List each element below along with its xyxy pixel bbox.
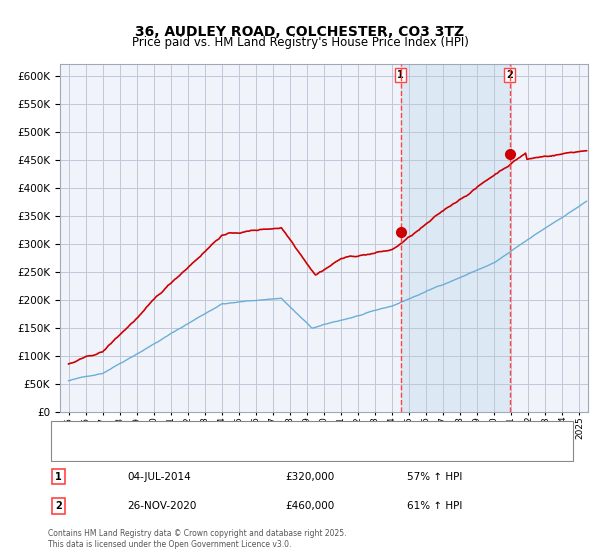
- Text: Contains HM Land Registry data © Crown copyright and database right 2025.
This d: Contains HM Land Registry data © Crown c…: [48, 529, 347, 549]
- FancyBboxPatch shape: [50, 421, 574, 461]
- Text: 2: 2: [55, 501, 62, 511]
- Text: 36, AUDLEY ROAD, COLCHESTER, CO3 3TZ (semi-detached house): 36, AUDLEY ROAD, COLCHESTER, CO3 3TZ (se…: [95, 426, 421, 436]
- Text: £460,000: £460,000: [286, 501, 335, 511]
- Text: Price paid vs. HM Land Registry's House Price Index (HPI): Price paid vs. HM Land Registry's House …: [131, 36, 469, 49]
- Text: HPI: Average price, semi-detached house, Colchester: HPI: Average price, semi-detached house,…: [95, 446, 355, 456]
- Text: 26-NOV-2020: 26-NOV-2020: [127, 501, 197, 511]
- Text: £320,000: £320,000: [286, 472, 335, 482]
- Text: 36, AUDLEY ROAD, COLCHESTER, CO3 3TZ: 36, AUDLEY ROAD, COLCHESTER, CO3 3TZ: [136, 25, 464, 39]
- Text: 2: 2: [506, 69, 513, 80]
- Bar: [401, 64, 509, 412]
- Text: 1: 1: [55, 472, 62, 482]
- Text: 57% ↑ HPI: 57% ↑ HPI: [407, 472, 463, 482]
- Text: 61% ↑ HPI: 61% ↑ HPI: [407, 501, 463, 511]
- Text: 1: 1: [397, 69, 404, 80]
- Text: 04-JUL-2014: 04-JUL-2014: [127, 472, 191, 482]
